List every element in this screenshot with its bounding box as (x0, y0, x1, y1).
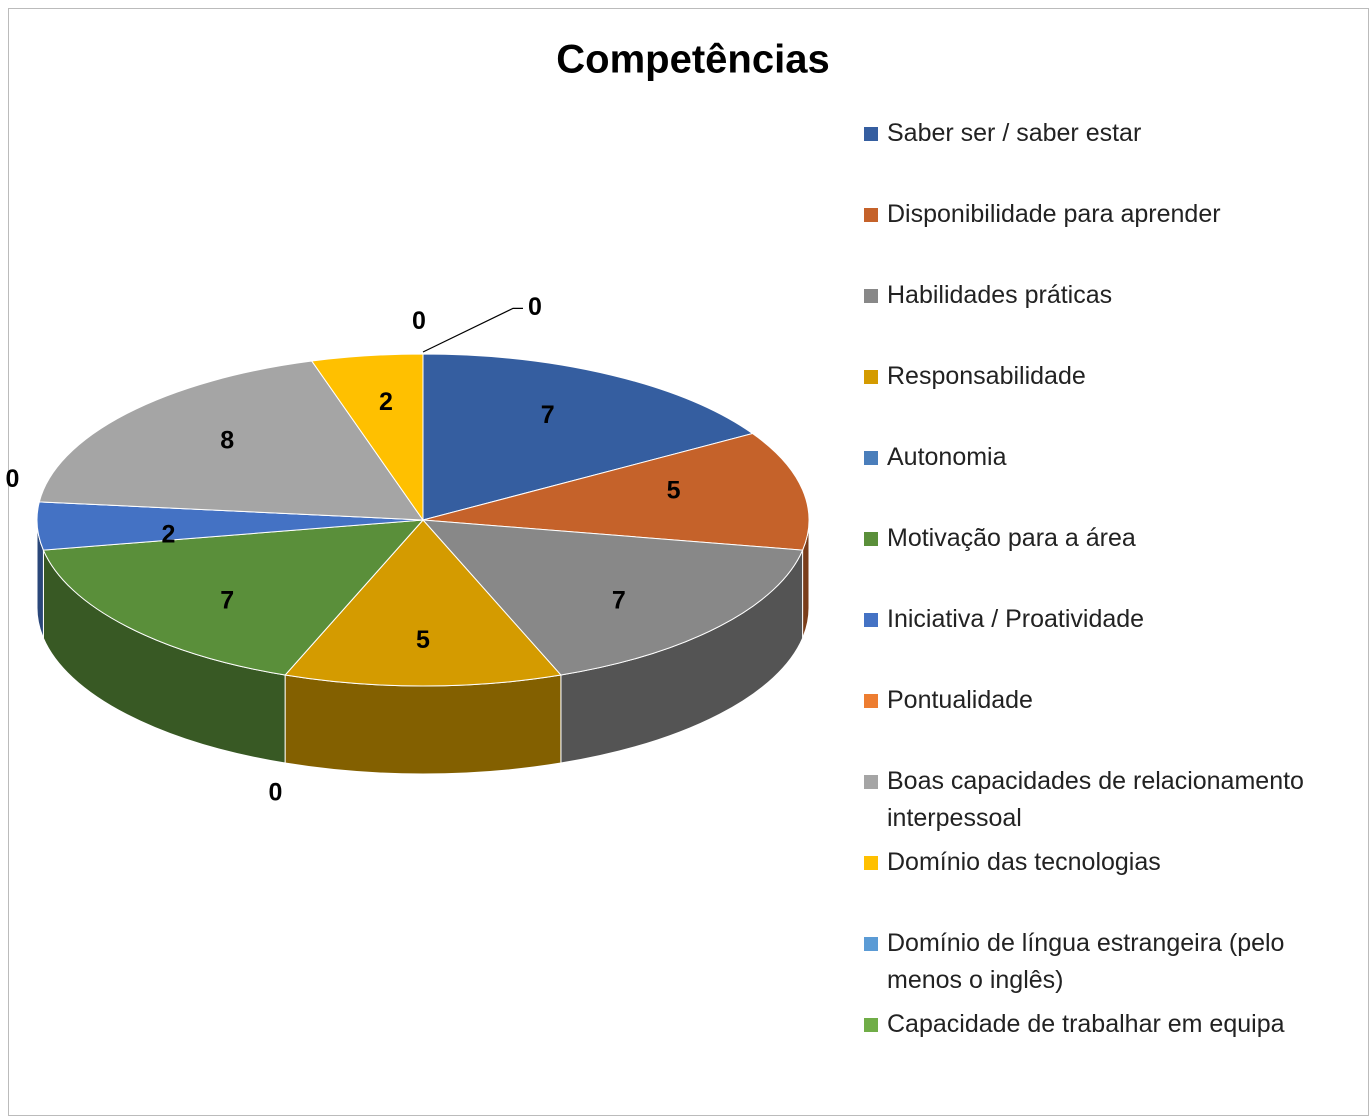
pie-side (284, 674, 562, 775)
chart-border (8, 8, 1369, 1116)
value-label: 5 (667, 477, 681, 505)
legend-label: Pontualidade (887, 686, 1033, 714)
legend-swatch (864, 1018, 878, 1032)
legend-swatch (864, 694, 878, 708)
legend-label: Capacidade de trabalhar em equipa (887, 1010, 1285, 1038)
pie-slice (284, 519, 562, 687)
legend-label: Motivação para a área (887, 524, 1136, 552)
legend-swatch (864, 532, 878, 546)
value-label: 0 (528, 293, 542, 321)
legend-entry: Domínio das tecnologias (862, 844, 1332, 881)
legend-swatch (864, 370, 878, 384)
chart-title: Competências (556, 38, 829, 82)
legend-entry: Domínio de língua estrangeira (pelo meno… (862, 925, 1332, 999)
legend-label: Boas capacidades de relacionamento inter… (887, 767, 1304, 832)
value-label: 5 (416, 626, 430, 654)
legend-swatch (864, 937, 878, 951)
legend-swatch (864, 451, 878, 465)
pie-slice (42, 519, 425, 676)
legend-swatch (864, 613, 878, 627)
pie-sides (36, 519, 810, 775)
value-label: 7 (612, 587, 626, 615)
pie-slice (422, 432, 810, 551)
legend-entry: Responsabilidade (862, 358, 1332, 395)
legend-entry: Saber ser / saber estar (862, 115, 1332, 152)
legend-entry: Motivação para a área (862, 520, 1332, 557)
legend-swatch (864, 289, 878, 303)
legend-entry: Habilidades práticas (862, 277, 1332, 314)
legend-entry: Autonomia (862, 439, 1332, 476)
legend-swatch (864, 208, 878, 222)
legend-label: Domínio das tecnologias (887, 848, 1161, 876)
legend-entry: Disponibilidade para aprender (862, 196, 1332, 233)
legend-label: Domínio de língua estrangeira (pelo meno… (887, 929, 1285, 994)
value-label: 8 (220, 427, 234, 455)
pie-slice (38, 360, 424, 521)
value-label: 7 (220, 587, 234, 615)
value-label: 2 (379, 388, 393, 416)
value-label: 0 (6, 465, 20, 493)
value-labels: 7 5 7 5 0 7 2 0 8 2 0 0 (6, 293, 681, 807)
legend-label: Saber ser / saber estar (887, 119, 1142, 147)
value-label: 0 (412, 307, 426, 335)
legend-label: Iniciativa / Proatividade (887, 605, 1145, 633)
value-label: 7 (541, 401, 555, 429)
legend-entry: Pontualidade (862, 682, 1332, 719)
pie-tops (36, 353, 810, 687)
legend-label: Responsabilidade (887, 362, 1086, 390)
legend-label: Habilidades práticas (887, 281, 1113, 309)
legend-label: Autonomia (887, 443, 1007, 471)
leader-line (422, 307, 523, 353)
legend-entry: Iniciativa / Proatividade (862, 601, 1332, 638)
legend-swatch (864, 775, 878, 789)
legend-entry: Boas capacidades de relacionamento inter… (862, 763, 1332, 837)
value-label: 0 (269, 779, 283, 807)
legend-swatch (864, 856, 878, 870)
legend-swatch (864, 127, 878, 141)
pie-slice (421, 519, 804, 676)
pie-slice (422, 353, 754, 521)
legend-label: Disponibilidade para aprender (887, 200, 1221, 228)
legend-entry: Capacidade de trabalhar em equipa (862, 1006, 1332, 1043)
value-label: 2 (161, 521, 175, 549)
